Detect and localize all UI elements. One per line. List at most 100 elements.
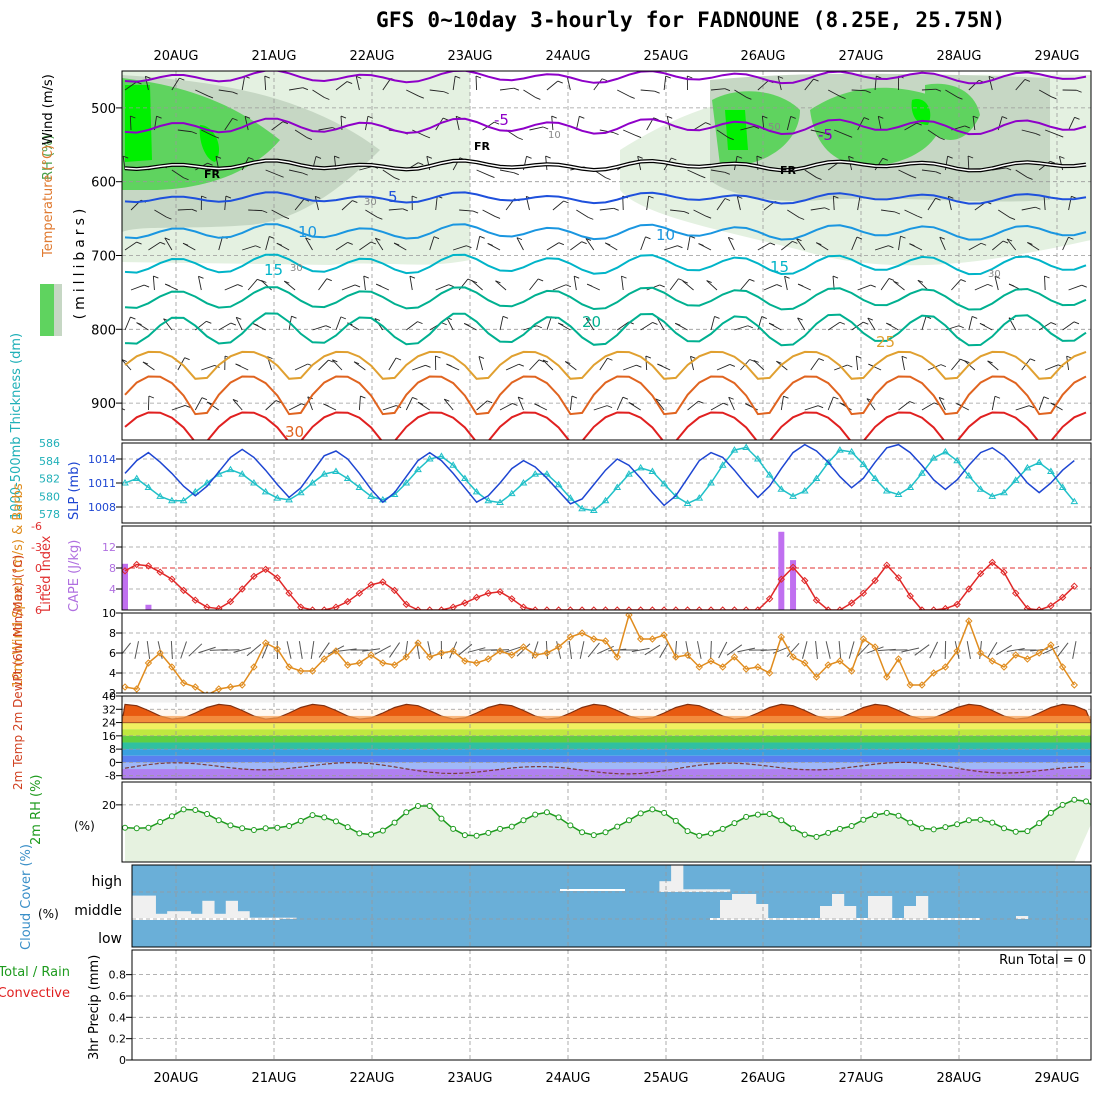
wind-barb-flag (736, 155, 743, 159)
wind-barb (716, 364, 731, 371)
thickness-series-point (144, 483, 153, 490)
date-label-top: 26AUG (740, 49, 785, 64)
rh2m-series-point (649, 806, 656, 813)
thickness-series-point (250, 479, 258, 486)
wind-barb-flag (833, 195, 839, 199)
wind-barb-flag (278, 174, 284, 178)
wind-barb-flag (418, 95, 425, 99)
wind-barb (195, 89, 209, 97)
rh2m-series-point (356, 830, 363, 837)
wind-barb (877, 116, 882, 131)
wind-barb (796, 238, 806, 251)
temp-tick-label: -8 (105, 770, 116, 783)
wind-barb-flag (182, 242, 189, 246)
wind-speed-series-point (168, 663, 176, 671)
cape-tick-label: 12 (102, 541, 116, 554)
thickness-series-point (789, 492, 797, 499)
wind-barb (968, 316, 973, 331)
precip-tick-label: 0.6 (109, 990, 127, 1003)
wind-barb-flag (426, 155, 432, 159)
rh2m-series-point (368, 831, 375, 838)
thickness-series-point (191, 487, 200, 495)
wind-barb-flag (207, 95, 214, 99)
wind-speed-series-point (285, 663, 293, 671)
wind-barb-flag (471, 280, 478, 284)
thickness-series-point (847, 447, 856, 455)
cloud-bar-middle (820, 906, 833, 919)
lifted-index-series-point (707, 606, 715, 610)
surface-wind-barb (457, 643, 473, 657)
surface-wind-barb (760, 648, 779, 652)
wind-barb-flag (882, 157, 888, 161)
lifted-index-series-point (168, 575, 176, 583)
wind-barb-flag (374, 318, 381, 321)
wind-barb-flag (424, 135, 431, 139)
surface-wind-barb (362, 648, 381, 652)
wind-tick-label: 4 (109, 667, 116, 680)
temp-lower-band (122, 715, 1091, 723)
rh2m-axis-label: 2m RH (%) (29, 774, 44, 845)
wind-speed-series-point (449, 647, 457, 655)
wind-barb-flag (653, 117, 659, 121)
wind-barb (1044, 364, 1059, 371)
wind-barb-flag (671, 157, 677, 161)
wind-barb (171, 405, 186, 411)
wind-barb-flag (513, 87, 520, 91)
surface-wind-barb (134, 641, 140, 659)
wind-barb-flag (746, 96, 752, 100)
surface-wind-barb (966, 641, 971, 659)
wind-barb (499, 316, 504, 331)
lifted-index-series-point (742, 606, 750, 610)
thickness-series-point (122, 479, 129, 486)
lifted-index-series-point (636, 606, 645, 610)
wind-speed-series-point (308, 667, 317, 675)
wind-barb (646, 196, 650, 211)
wind-barb (232, 399, 243, 411)
wind-barb-flag (728, 396, 734, 400)
thickness-series-point (906, 483, 915, 490)
wind-barb-flag (235, 363, 241, 367)
wind-barb-flag (495, 280, 501, 284)
surface-wind-barb (503, 646, 521, 654)
wind-speed-series-point (379, 659, 387, 667)
wind-barb-flag (207, 162, 213, 166)
wind-barb-flag (868, 363, 874, 367)
wind-barb (1043, 196, 1046, 211)
surface-wind-barb (467, 647, 486, 653)
wind-barb-flag (917, 279, 924, 283)
wind-barb-flag (655, 398, 661, 402)
wind-barb-flag (153, 275, 159, 279)
wind-barb (585, 238, 595, 251)
wind-barb (564, 361, 577, 371)
wind-barb (247, 279, 258, 291)
wind-barb-flag (900, 235, 906, 239)
wind-barb-flag (538, 359, 545, 363)
rh-legend-swatch (40, 284, 54, 336)
wind-barb-flag (377, 216, 383, 220)
wind-barb-flag (910, 175, 917, 179)
wind-barb-flag (677, 245, 683, 249)
wind-barb-flag (402, 208, 408, 212)
wind-barb-flag (276, 242, 282, 246)
wind-barb (797, 317, 806, 331)
wind-barb-flag (917, 215, 923, 219)
wind-barb-flag (768, 322, 775, 326)
wind-barb-flag (987, 283, 993, 287)
wind-barb-flag (283, 216, 290, 220)
wind-barb (967, 155, 970, 171)
date-label-bottom: 27AUG (838, 1071, 883, 1086)
wind-speed-series-point (191, 683, 200, 691)
surface-wind-barb (1042, 645, 1060, 655)
thickness-series-point (156, 492, 165, 499)
wind-barb (546, 80, 559, 91)
wind-speed-series-point (402, 653, 410, 661)
surface-wind-barb (644, 644, 661, 656)
wind-speed-series-point (672, 653, 680, 661)
wind-barb-flag (870, 284, 876, 288)
wind-barb-flag (455, 75, 461, 79)
cloud-bar-middle (1016, 916, 1029, 919)
wind-barb (353, 361, 366, 371)
temp2m-axis-label: 2m Temp 2m DewPt (6hr Min/Max) (°C) (11, 555, 25, 790)
wind-barb-flag (816, 177, 822, 180)
lifted-index-series-point (941, 604, 950, 610)
